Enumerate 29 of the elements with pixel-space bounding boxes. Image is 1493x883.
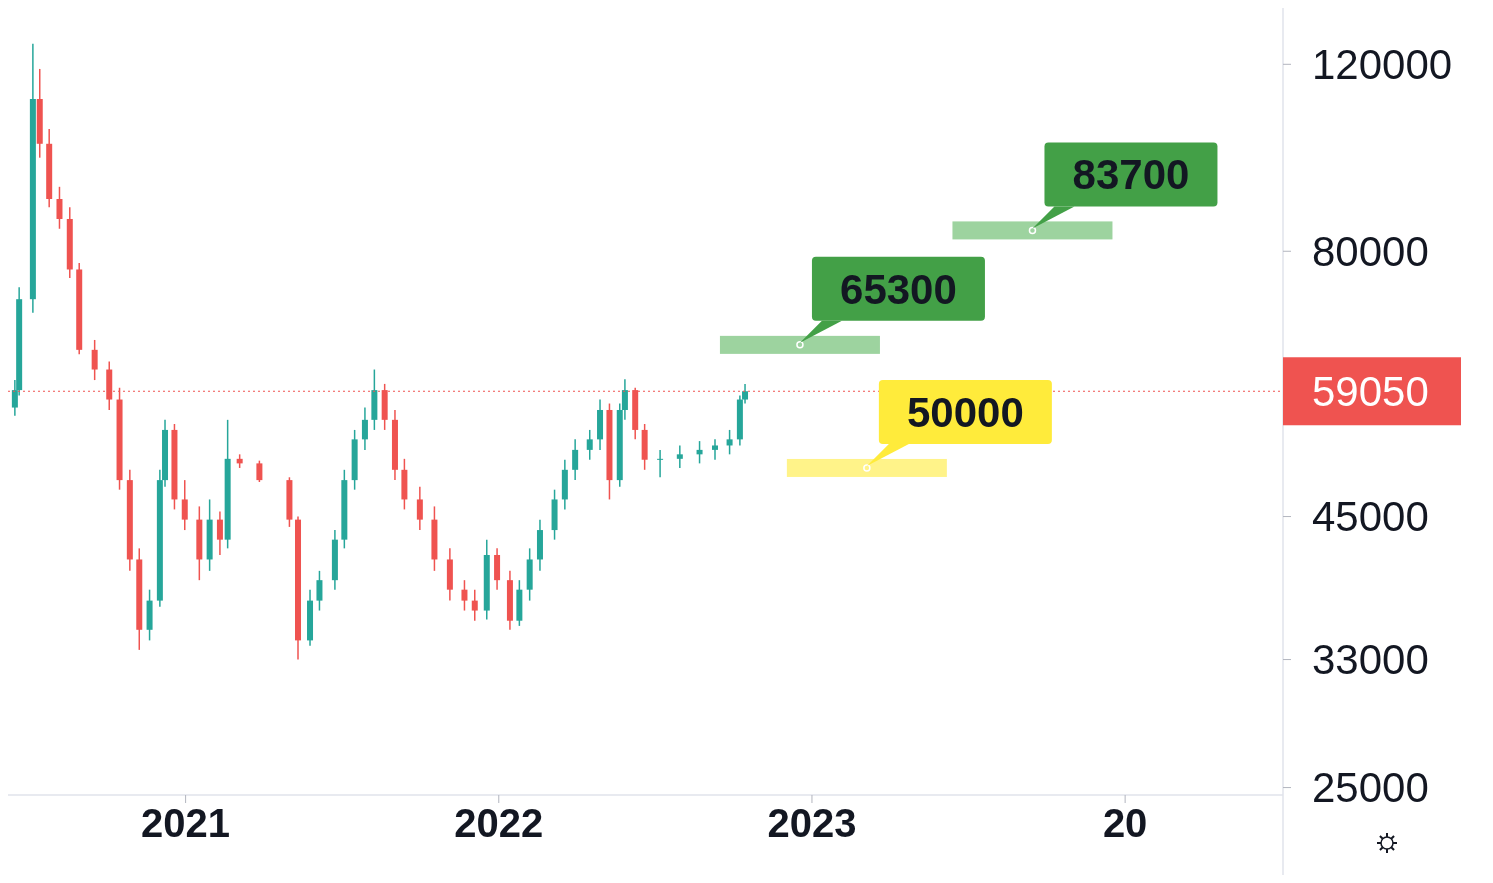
candlestick (461, 579, 468, 612)
x-tick-label: 2023 (767, 801, 857, 845)
annotation: 65300 (840, 265, 957, 313)
x-tick-label: 2022 (454, 801, 544, 845)
annotation: 50000 (906, 388, 1024, 436)
y-tick-label: 25000 (1312, 764, 1429, 812)
candlestick (416, 486, 423, 531)
candlestick (56, 186, 63, 230)
candlestick (471, 588, 478, 622)
candlestick (216, 510, 223, 556)
y-tick-label: 120000 (1312, 41, 1453, 89)
candlestick (712, 438, 718, 461)
ref-line-label: 59050 (1312, 367, 1429, 415)
candlestick (572, 438, 579, 481)
candlestick (91, 339, 98, 381)
y-tick-label: 80000 (1312, 227, 1429, 275)
candlestick (316, 570, 323, 612)
candlestick (256, 459, 263, 483)
candlestick (676, 444, 683, 469)
x-tick-label: 20 (1102, 801, 1148, 845)
candlestick (181, 479, 188, 531)
y-tick-label: 33000 (1312, 636, 1429, 684)
candlestick (726, 429, 733, 456)
y-tick-label: 45000 (1312, 493, 1429, 541)
candlestick (586, 429, 593, 461)
candlestick (361, 406, 368, 451)
annotation: 83700 (1072, 151, 1190, 199)
x-tick-label: 2021 (141, 801, 231, 845)
candlestick (657, 449, 664, 479)
